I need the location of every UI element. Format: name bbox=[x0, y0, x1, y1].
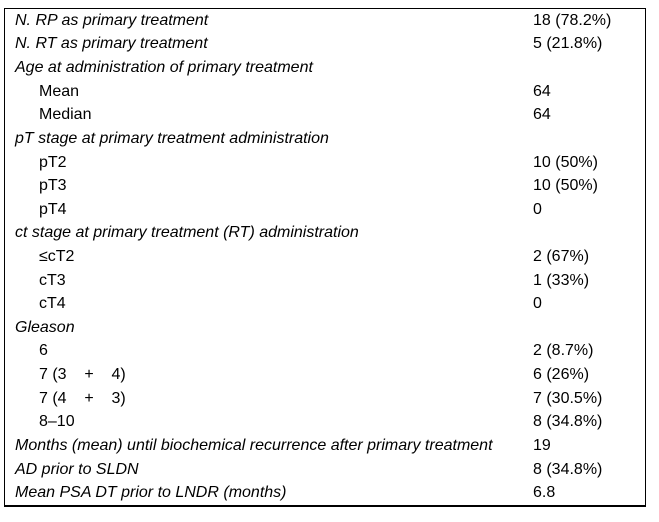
row-value: 10 (50%) bbox=[533, 153, 598, 171]
table-row: Gleason bbox=[5, 316, 645, 340]
row-value: 6 (26%) bbox=[533, 366, 590, 384]
row-label: pT4 bbox=[39, 200, 67, 218]
row-value: 18 (78.2%) bbox=[533, 11, 612, 29]
row-label: Gleason bbox=[15, 318, 75, 336]
row-value: 6.8 bbox=[533, 484, 556, 502]
row-label: 7 (3 + 4) bbox=[39, 366, 126, 384]
table-row: 8–10 8 (34.8%) bbox=[5, 411, 645, 435]
row-label: cT4 bbox=[39, 295, 66, 313]
row-label: AD prior to SLDN bbox=[15, 460, 139, 478]
characteristics-table: N. RP as primary treatment 18 (78.2%) N. R… bbox=[4, 8, 646, 507]
row-label: Months (mean) until biochemical recurren… bbox=[15, 436, 493, 454]
row-value: 5 (21.8%) bbox=[533, 35, 603, 53]
row-label: 8–10 bbox=[39, 413, 75, 431]
row-label: cT3 bbox=[39, 271, 66, 289]
table-row: Mean PSA DT prior to LNDR (months) 6.8 bbox=[5, 481, 645, 505]
table-row: 6 2 (8.7%) bbox=[5, 340, 645, 364]
table-row: AD prior to SLDN 8 (34.8%) bbox=[5, 458, 645, 482]
row-value: 1 (33%) bbox=[533, 271, 590, 289]
row-label: Mean bbox=[39, 82, 80, 100]
table-row: pT3 10 (50%) bbox=[5, 174, 645, 198]
row-label: Age at administration of primary treatme… bbox=[15, 59, 313, 77]
table-row: cT4 0 bbox=[5, 292, 645, 316]
row-label: ct stage at primary treatment (RT) admin… bbox=[15, 224, 359, 242]
table-row: pT stage at primary treatment administra… bbox=[5, 127, 645, 151]
row-label: 6 bbox=[39, 342, 48, 360]
row-label: 7 (4 + 3) bbox=[39, 389, 126, 407]
table-row: ct stage at primary treatment (RT) admin… bbox=[5, 222, 645, 246]
table-row: N. RT as primary treatment 5 (21.8%) bbox=[5, 33, 645, 57]
table-row: N. RP as primary treatment 18 (78.2%) bbox=[5, 9, 645, 33]
row-label: Mean PSA DT prior to LNDR (months) bbox=[15, 484, 287, 502]
table-row: pT4 0 bbox=[5, 198, 645, 222]
table-row: ≤cT2 2 (67%) bbox=[5, 245, 645, 269]
table-row: Mean 64 bbox=[5, 80, 645, 104]
row-value: 19 bbox=[533, 436, 551, 454]
row-label: pT3 bbox=[39, 177, 67, 195]
row-value: 0 bbox=[533, 295, 542, 313]
table-row: Median 64 bbox=[5, 103, 645, 127]
table-row: Age at administration of primary treatme… bbox=[5, 56, 645, 80]
row-value: 8 (34.8%) bbox=[533, 413, 603, 431]
row-value: 8 (34.8%) bbox=[533, 460, 603, 478]
row-value: 2 (8.7%) bbox=[533, 342, 594, 360]
row-value: 10 (50%) bbox=[533, 177, 598, 195]
table-row: cT3 1 (33%) bbox=[5, 269, 645, 293]
row-label: N. RP as primary treatment bbox=[15, 11, 209, 29]
row-value: 7 (30.5%) bbox=[533, 389, 603, 407]
row-label: pT stage at primary treatment administra… bbox=[15, 129, 329, 147]
table-row: 7 (3 + 4) 6 (26%) bbox=[5, 363, 645, 387]
table-row: pT2 10 (50%) bbox=[5, 151, 645, 175]
row-value: 2 (67%) bbox=[533, 247, 590, 265]
row-label: N. RT as primary treatment bbox=[15, 35, 208, 53]
table-row: 7 (4 + 3) 7 (30.5%) bbox=[5, 387, 645, 411]
row-value: 64 bbox=[533, 106, 551, 124]
row-value: 0 bbox=[533, 200, 542, 218]
row-value: 64 bbox=[533, 82, 551, 100]
row-label: pT2 bbox=[39, 153, 67, 171]
row-label: ≤cT2 bbox=[39, 247, 75, 265]
table-row: Months (mean) until biochemical recurren… bbox=[5, 434, 645, 458]
row-label: Median bbox=[39, 106, 92, 124]
